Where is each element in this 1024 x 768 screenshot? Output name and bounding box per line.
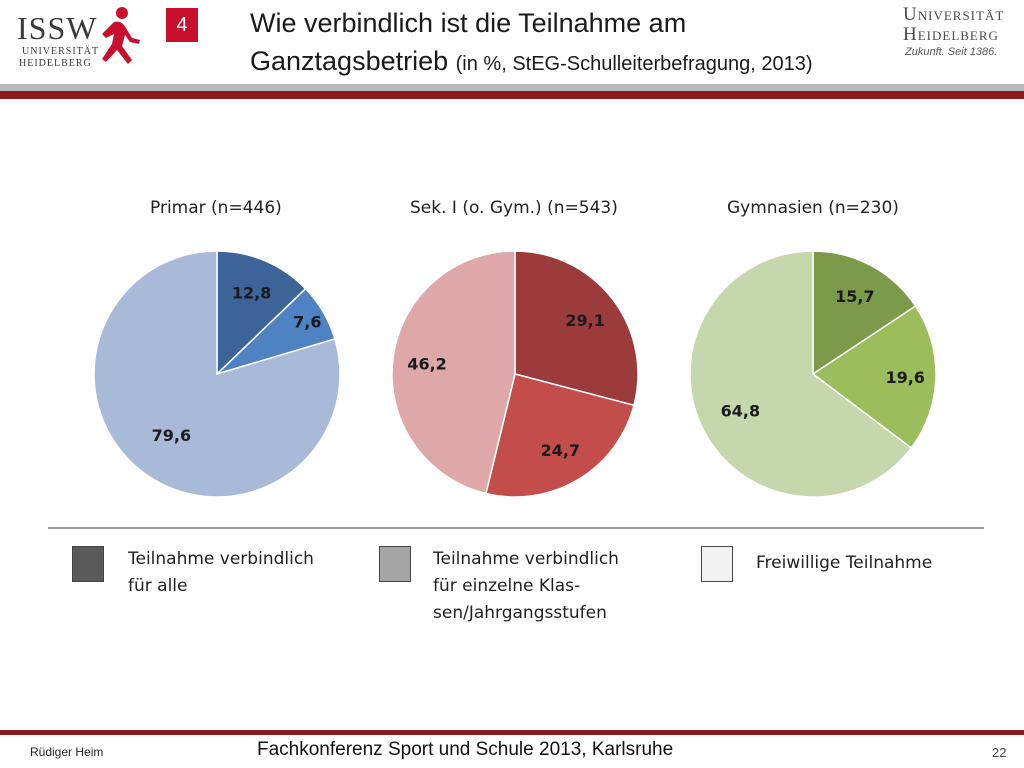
pie-2-slice-0 (812, 250, 917, 376)
pie-2-slice-2 (689, 250, 913, 498)
footer-divider (0, 730, 1024, 735)
pie-1-slice-0 (514, 250, 639, 407)
pie-1-label-1: 24,7 (541, 441, 580, 460)
pie-title-sek1: Sek. I (o. Gym.) (n=543) (410, 198, 618, 218)
issw-logo-city: HEIDELBERG (19, 58, 92, 69)
footer-author: Rüdiger Heim (30, 745, 104, 759)
pie-title-primar: Primar (n=446) (150, 198, 282, 218)
runner-logo-icon (102, 7, 140, 65)
legend-item-voluntary: Freiwillige Teilnahme (756, 550, 932, 577)
legend-label-line: für einzelne Klas- (433, 576, 581, 596)
legend-label-line: für alle (128, 576, 188, 596)
legend-label-line: Freiwillige Teilnahme (756, 553, 933, 573)
footer-event: Fachkonferenz Sport und Schule 2013, Kar… (257, 739, 674, 760)
pie-0-label-1: 7,6 (293, 312, 321, 331)
slide-title-line1: Wie verbindlich ist die Teilnahme am (250, 8, 687, 38)
university-motto: Zukunft. Seit 1386. (905, 46, 998, 58)
legend-label-line: Teilnahme verbindlich (128, 549, 314, 569)
slide-number-badge: 4 (166, 8, 198, 42)
legend-item-all: Teilnahme verbindlich für alle (128, 546, 314, 600)
pie-1-slice-2 (391, 250, 516, 495)
issw-logo-letters: ISSW (17, 10, 98, 46)
legend-swatch-all (72, 546, 104, 582)
footer-page-number: 22 (992, 745, 1007, 760)
pie-2-slice-1 (811, 305, 937, 449)
university-logo-line1: Universität (903, 4, 1005, 25)
header-divider-red (0, 91, 1024, 99)
legend-divider (48, 527, 984, 529)
pie-0-label-0: 12,8 (232, 284, 271, 303)
pie-0-label-2: 79,6 (152, 426, 191, 445)
pie-2-label-0: 15,7 (835, 287, 874, 306)
pie-1-label-0: 29,1 (565, 311, 604, 330)
slide-title-main: Ganztagsbetrieb (250, 46, 449, 76)
pie-2-label-1: 19,6 (885, 368, 924, 387)
slide-title-line2: Ganztagsbetrieb (in %, StEG-Schulleiterb… (250, 46, 813, 77)
legend-item-some-classes: Teilnahme verbindlich für einzelne Klas-… (433, 546, 619, 627)
legend-swatch-some-classes (379, 546, 411, 582)
issw-logo-university: UNIVERSITÄT (22, 46, 100, 57)
pie-1-label-2: 46,2 (407, 354, 446, 373)
legend-label-line: Teilnahme verbindlich (433, 549, 619, 569)
legend-swatch-voluntary (701, 546, 733, 582)
pie-0-slice-0 (216, 250, 307, 376)
university-logo-line2: Heidelberg (903, 24, 999, 45)
legend-label-line: sen/Jahrgangsstufen (433, 603, 607, 623)
pie-2-label-2: 64,8 (721, 401, 760, 420)
header-divider-gray (0, 84, 1024, 91)
pie-1-slice-1 (485, 373, 635, 498)
pie-0-slice-2 (93, 250, 341, 498)
pie-title-gymnasien: Gymnasien (n=230) (727, 198, 899, 218)
slide-title-subtitle: (in %, StEG-Schulleiterbefragung, 2013) (455, 53, 813, 75)
